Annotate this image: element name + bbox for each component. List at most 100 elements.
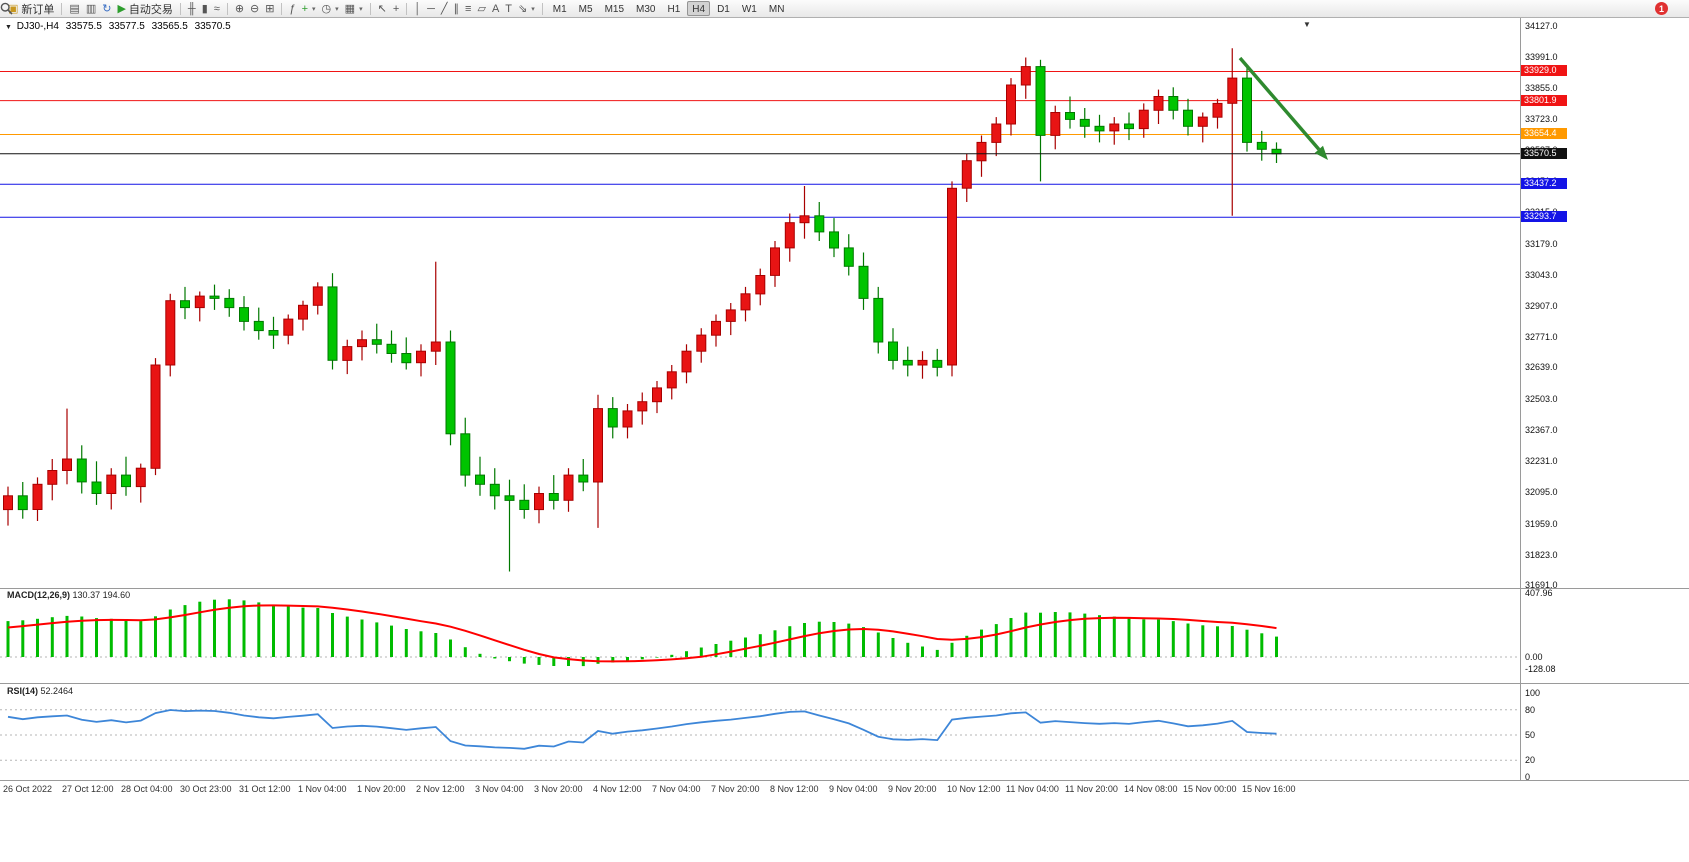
timeframe-m1-button[interactable]: M1 — [552, 4, 567, 15]
price-axis-label: 32503.0 — [1525, 393, 1558, 404]
timeframe-h4-button[interactable]: H4 — [687, 1, 711, 16]
toolbar-right-group: 1 — [0, 2, 1668, 15]
fibonacci-button[interactable]: ≡ — [462, 1, 474, 17]
toolbar-divider — [179, 2, 181, 15]
autotrading-button[interactable]: ▶ 自动交易 — [114, 1, 175, 17]
candlestick-chart-button[interactable]: ▮ — [199, 1, 211, 17]
refresh-icon: ↻ — [102, 2, 112, 15]
rsi-axis-label: 20 — [1525, 755, 1536, 766]
templates-button[interactable]: ▦ ▾ — [342, 1, 366, 17]
timeframe-m30-button[interactable]: M30 — [636, 4, 656, 15]
timeframe-w1-button[interactable]: W1 — [741, 4, 757, 15]
price-axis-label: 31959.0 — [1525, 518, 1558, 529]
price-level-tag: 33654.4 — [1521, 128, 1567, 140]
macd-title: MACD(12,26,9) — [7, 590, 71, 600]
timeframe-h1-button[interactable]: H1 — [667, 4, 681, 15]
price-axis-label: 31691.0 — [1525, 580, 1558, 591]
crosshair-button[interactable]: + — [390, 1, 402, 17]
cursor-button[interactable]: ↖ — [375, 1, 390, 17]
timeframe-m15-button[interactable]: M15 — [604, 4, 625, 15]
rsi-axis-label: 100 — [1525, 688, 1541, 698]
macd-panel-canvas[interactable] — [0, 589, 1520, 683]
toolbar-divider — [541, 2, 543, 15]
toolbar-divider — [61, 2, 63, 15]
price-axis-label: 32771.0 — [1525, 332, 1558, 343]
quote-low: 33565.5 — [151, 21, 188, 32]
shapes-button[interactable]: ▱ — [474, 1, 488, 17]
notification-badge[interactable]: 1 — [1655, 2, 1668, 15]
text-label-icon: T — [505, 2, 513, 15]
autotrading-label: 自动交易 — [128, 3, 173, 16]
timeframe-mn-button[interactable]: MN — [768, 4, 785, 15]
panel-separator[interactable] — [0, 683, 1689, 684]
arrows-button[interactable]: ⇘ ▾ — [515, 1, 538, 17]
timeframe-d1-button[interactable]: D1 — [717, 4, 730, 15]
price-axis-label: 33723.0 — [1525, 113, 1558, 124]
vertical-line-icon: │ — [414, 2, 422, 15]
refresh-button[interactable]: ↻ — [99, 1, 114, 17]
fibonacci-icon: ≡ — [465, 2, 472, 15]
price-axis-label: 31823.0 — [1525, 549, 1558, 560]
crosshair-icon: + — [392, 2, 400, 15]
period-button[interactable]: ◷ ▾ — [319, 1, 342, 17]
horizontal-line-button[interactable]: ─ — [424, 1, 438, 17]
trend-arrow-annotation[interactable] — [1238, 56, 1328, 160]
text-button[interactable]: A — [489, 1, 502, 17]
time-axis-label: 26 Oct 2022 — [3, 784, 53, 794]
channel-button[interactable]: ∥ — [451, 1, 463, 17]
time-axis-label: 15 Nov 16:00 — [1242, 784, 1296, 794]
search-icon[interactable] — [0, 2, 13, 15]
timeframe-m5-button[interactable]: M5 — [578, 4, 593, 15]
zoom-in-button[interactable]: ⊕ — [232, 1, 247, 17]
rsi-axis-label: 50 — [1525, 730, 1536, 740]
horizontal-line-icon: ─ — [427, 2, 435, 15]
zoom-out-button[interactable]: ⊖ — [247, 1, 262, 17]
price-axis-label: 32907.0 — [1525, 300, 1558, 311]
time-axis-label: 4 Nov 12:00 — [593, 784, 642, 794]
macd-signal-value: 194.60 — [102, 590, 131, 600]
trendline-button[interactable]: ╱ — [438, 1, 451, 17]
toolbar-divider — [406, 2, 408, 15]
price-axis-label: 33179.0 — [1525, 238, 1558, 249]
indicators-button[interactable]: ƒ — [286, 1, 298, 17]
tile-windows-button[interactable]: ⊞ — [262, 1, 277, 17]
rsi-panel-canvas[interactable] — [0, 684, 1520, 780]
bar-chart-button[interactable]: ╫ — [185, 1, 199, 17]
time-axis-label: 2 Nov 12:00 — [416, 784, 465, 794]
chart-shift-marker[interactable]: ▼ — [1303, 20, 1311, 29]
quote-header[interactable]: ▼ DJ30-,H4 33575.5 33577.5 33565.5 33570… — [5, 21, 235, 32]
macd-main-value: 130.37 — [72, 590, 101, 600]
main-chart-canvas[interactable] — [0, 18, 1520, 588]
vertical-line-button[interactable]: │ — [411, 1, 424, 17]
panel-separator[interactable] — [0, 588, 1689, 589]
symbol-label: DJ30-,H4 — [16, 21, 59, 32]
new-order-icon: ▣ — [8, 2, 19, 15]
new-order-button[interactable]: ▣ 新订单 — [5, 1, 57, 17]
price-level-tag: 33929.0 — [1521, 65, 1567, 77]
horizontal-level-lines[interactable] — [0, 71, 1520, 218]
line-chart-icon: ≈ — [213, 2, 220, 15]
charts-button[interactable]: ▤ — [66, 1, 82, 17]
time-axis-label: 31 Oct 12:00 — [239, 784, 291, 794]
time-axis-label: 15 Nov 00:00 — [1183, 784, 1237, 794]
macd-histogram — [6, 599, 1278, 667]
zoom-in-icon: ⊕ — [234, 2, 245, 15]
quote-high: 33577.5 — [108, 21, 145, 32]
price-scale[interactable]: 34127.033991.033855.033723.033587.033451… — [1520, 18, 1689, 782]
macd-signal-line — [7, 604, 1277, 663]
panel-separator[interactable] — [0, 780, 1689, 781]
time-axis[interactable]: 26 Oct 2022 27 Oct 12:00 28 Oct 04:00 30 Oc… — [0, 781, 1520, 801]
rsi-value: 52.2464 — [40, 686, 74, 696]
add-chart-button[interactable]: + ▾ — [299, 1, 319, 17]
time-axis-label: 30 Oct 23:00 — [180, 784, 232, 794]
price-axis-label: 32639.0 — [1525, 362, 1558, 373]
rsi-line — [7, 709, 1277, 750]
profiles-button[interactable]: ▥ — [83, 1, 99, 17]
toolbar: ▣ 新订单 ▤ ▥ ↻ ▶ 自动交易 ╫ ▮ ≈ ⊕ ⊖ ⊞ ƒ + ▾ ◷ ▾ ▦… — [0, 0, 1689, 18]
line-chart-button[interactable]: ≈ — [211, 1, 223, 17]
text-label-button[interactable]: T — [502, 1, 515, 17]
price-axis-label: 34127.0 — [1525, 21, 1558, 32]
time-axis-label: 3 Nov 04:00 — [475, 784, 524, 794]
price-level-tag: 33801.9 — [1521, 94, 1567, 106]
